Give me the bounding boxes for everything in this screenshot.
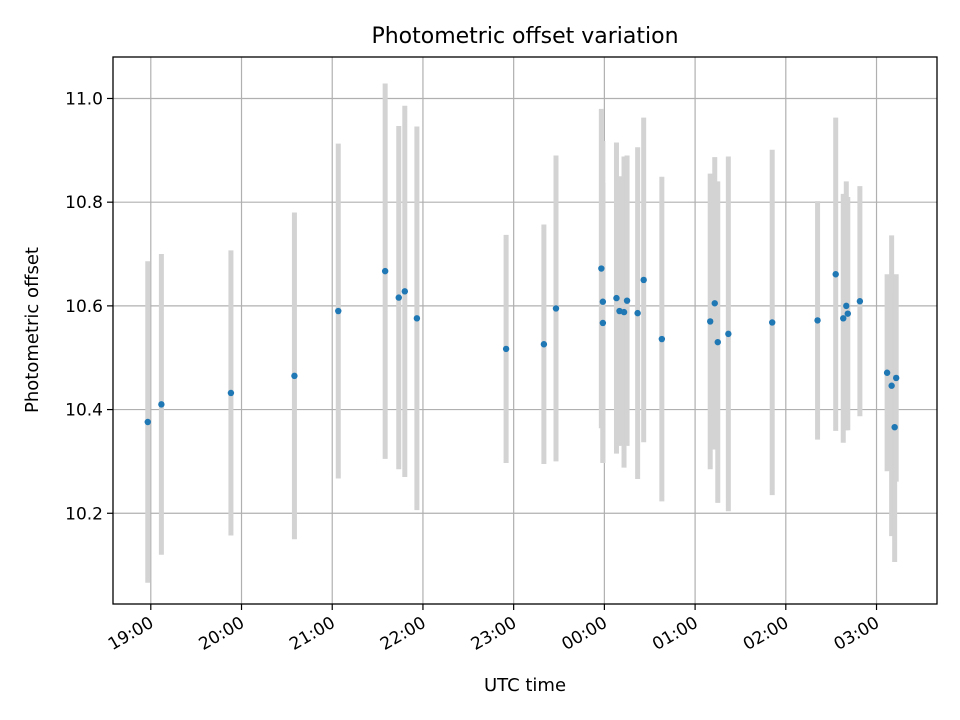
x-tick-label: 20:00 [196, 613, 248, 655]
data-point [381, 267, 389, 275]
data-point [769, 319, 776, 326]
data-point [714, 338, 721, 346]
data-point [158, 401, 165, 408]
x-axis-label: UTC time [484, 675, 566, 696]
data-point [658, 335, 666, 343]
grid-lines [113, 57, 937, 604]
data-point [707, 318, 714, 325]
x-tick-label: 22:00 [377, 613, 429, 655]
y-tick-label: 10.8 [65, 193, 103, 213]
plot-frame [112, 56, 938, 605]
data-point [844, 310, 851, 317]
y-tick-label: 10.4 [65, 401, 103, 421]
data-point [395, 294, 402, 301]
error-bars [145, 83, 899, 583]
data-point [634, 309, 641, 317]
data-point [144, 418, 151, 426]
data-point [888, 382, 895, 389]
data-point [640, 276, 647, 284]
x-tick-label: 23:00 [468, 613, 520, 655]
x-tick-label: 21:00 [286, 613, 338, 655]
data-point [620, 308, 628, 316]
data-point [413, 315, 421, 322]
y-tick-label: 11.0 [65, 89, 103, 109]
data-point [540, 341, 548, 348]
data-point [599, 298, 607, 305]
data-point [335, 307, 342, 315]
y-tick-label: 10.6 [65, 297, 103, 317]
axis-ticks: 10.2 10.4 10.6 10.8 11.0 19:00 20:00 21:00 22:00… [65, 89, 883, 654]
data-point [711, 300, 718, 307]
data-point [613, 294, 620, 302]
y-tick-label: 10.2 [65, 504, 103, 524]
data-point [856, 298, 864, 305]
data-point [891, 423, 898, 431]
data-point [814, 317, 821, 324]
x-tick-label: 02:00 [740, 613, 792, 655]
data-point [843, 302, 850, 310]
data-point [599, 319, 607, 327]
x-tick-label: 19:00 [105, 613, 157, 655]
chart-title: Photometric offset variation [371, 24, 678, 49]
x-tick-label: 00:00 [558, 613, 610, 655]
data-points [144, 265, 900, 431]
data-point [227, 389, 235, 397]
data-point [598, 265, 605, 272]
y-axis-label: Photometric offset [22, 247, 43, 413]
data-point [840, 315, 847, 322]
data-point [883, 369, 891, 376]
x-tick-label: 03:00 [831, 613, 883, 655]
data-point [623, 297, 631, 304]
data-point [725, 330, 732, 338]
x-tick-label: 01:00 [649, 613, 701, 655]
data-point [832, 271, 839, 278]
data-point [291, 372, 298, 380]
data-point [892, 374, 900, 382]
data-point [552, 305, 560, 312]
data-point [401, 288, 409, 295]
data-point [502, 345, 510, 353]
